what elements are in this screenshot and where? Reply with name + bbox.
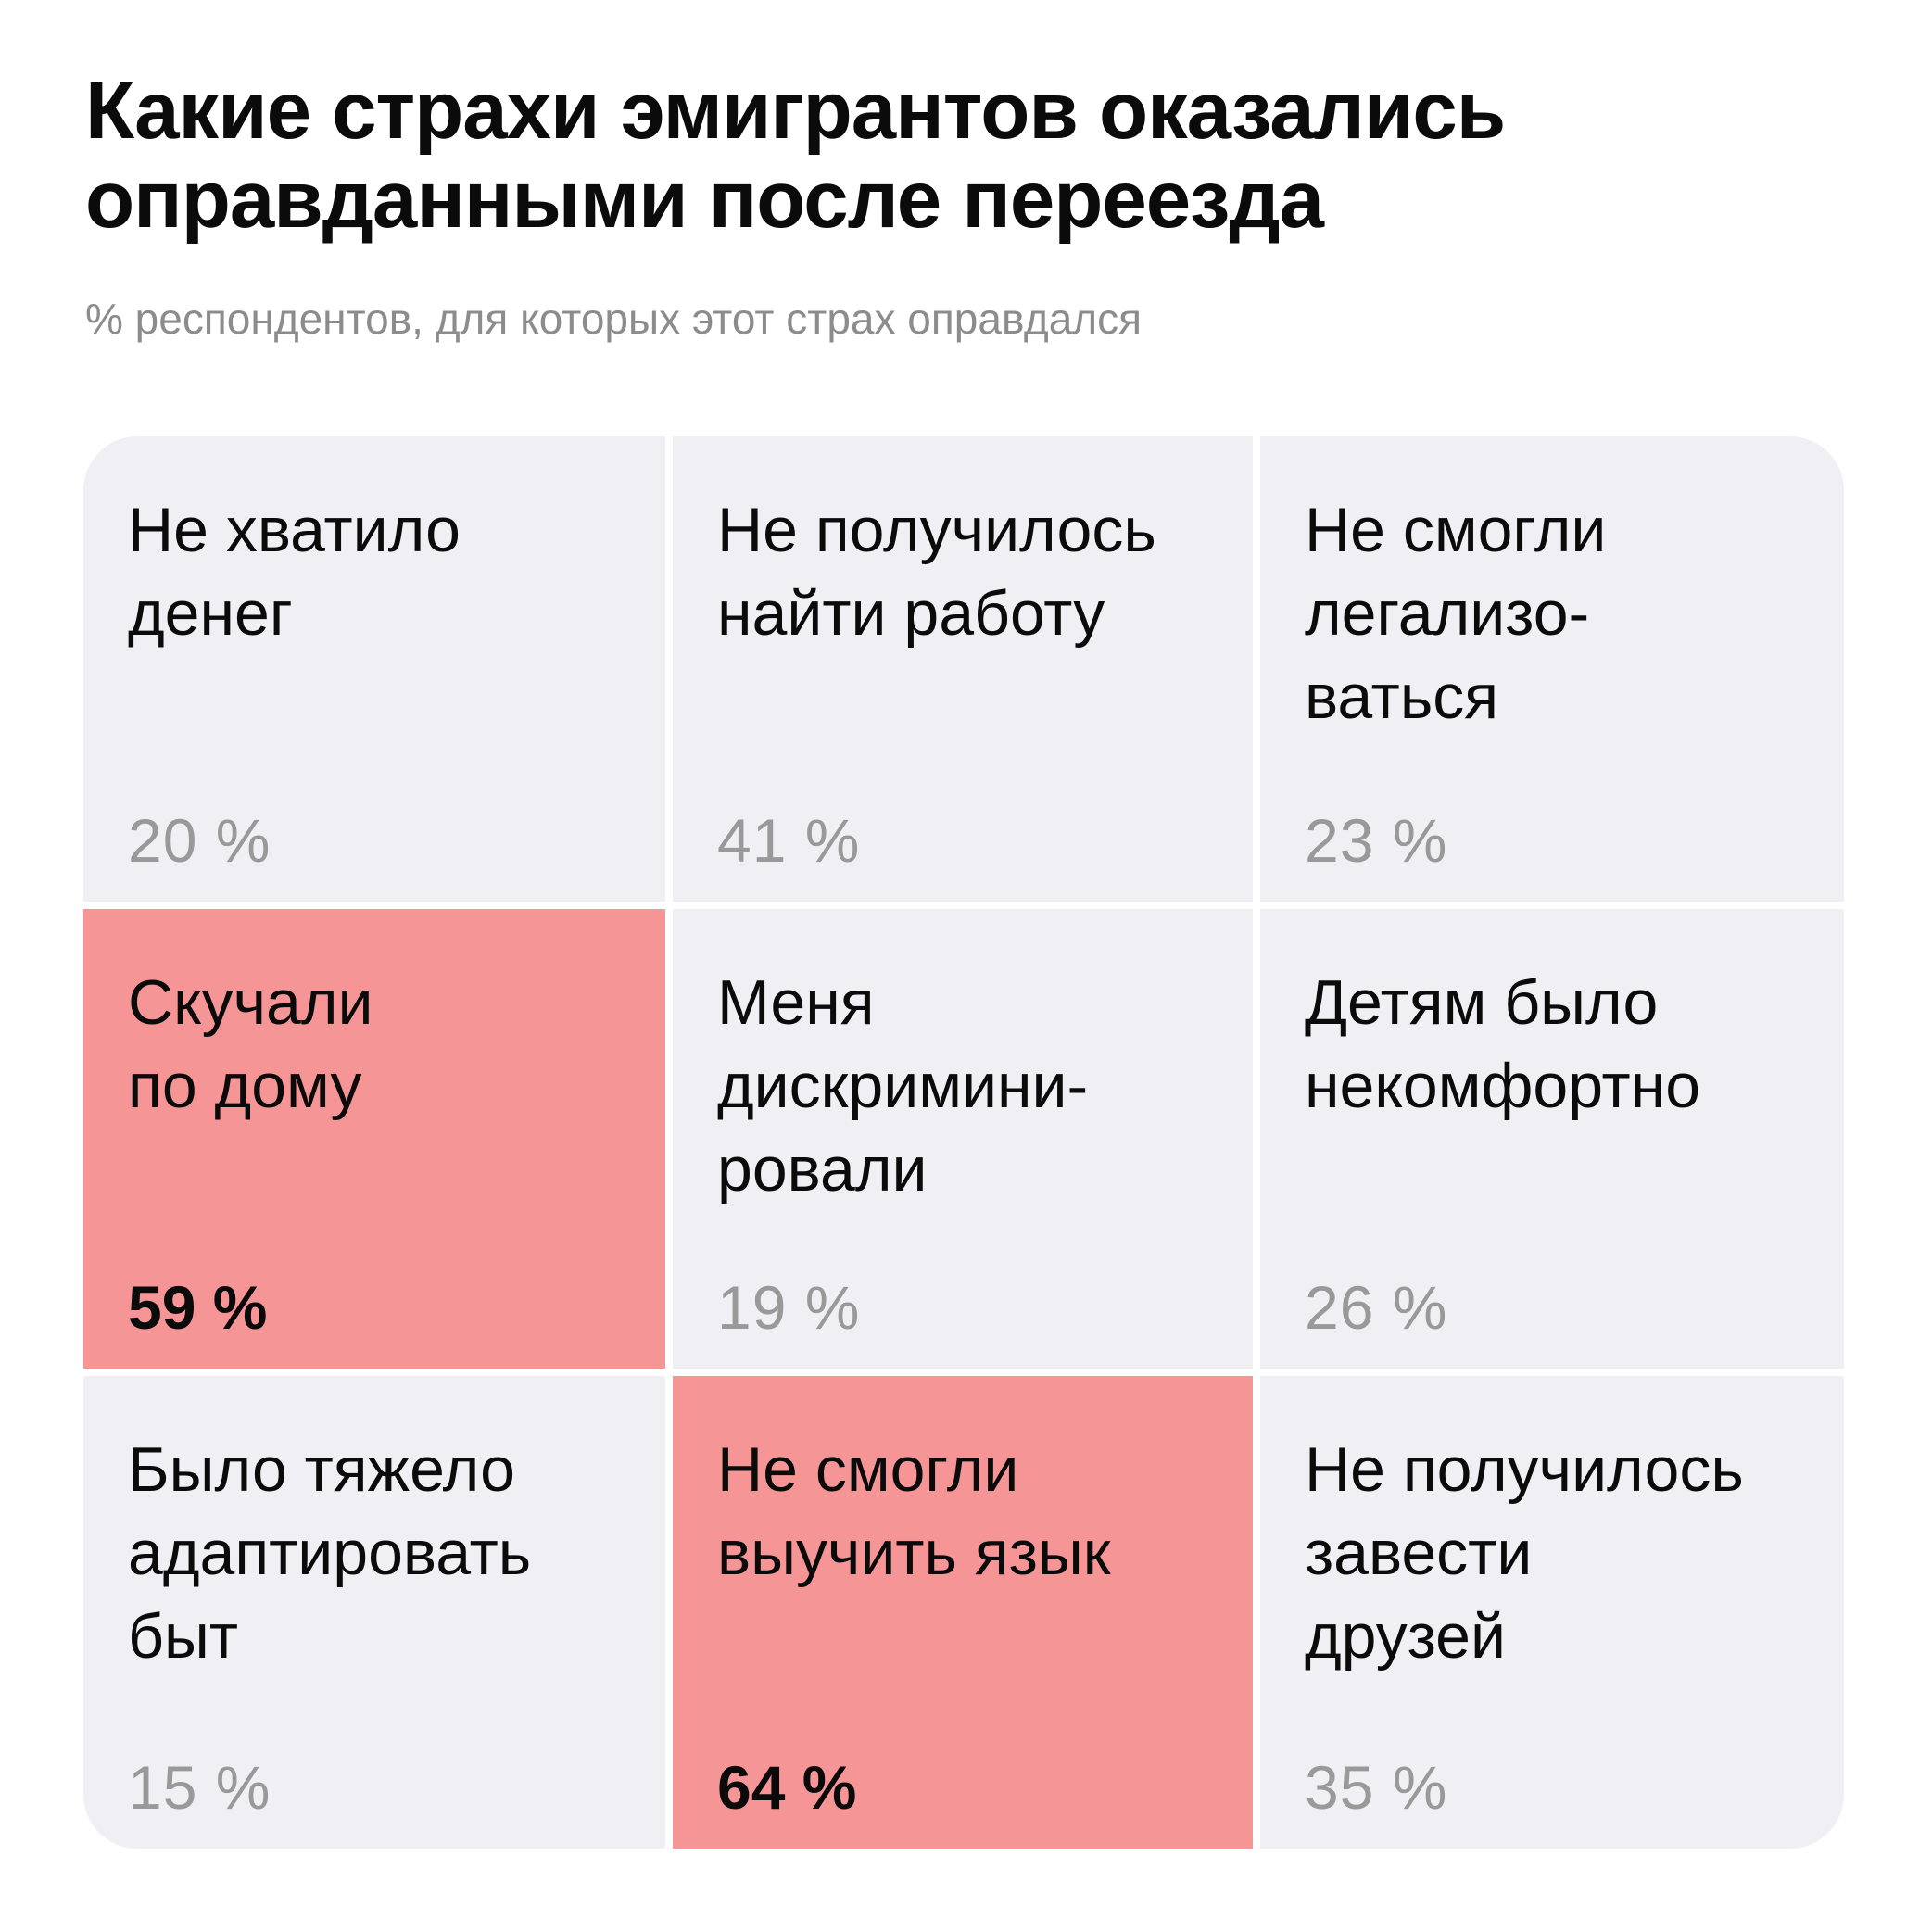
fear-cell-discrimination: Меня дискримини- ровали 19 % (673, 909, 1253, 1369)
fear-cell-language: Не смогли выучить язык 64 % (673, 1376, 1253, 1849)
fear-cell-children: Детям было некомфортно 26 % (1260, 909, 1844, 1369)
fear-label: Не получилось завести друзей (1305, 1434, 1744, 1672)
fear-label: Было тяжело адаптировать быт (128, 1434, 532, 1672)
fear-label: Не хватило денег (128, 495, 461, 649)
fear-percent: 35 % (1305, 1753, 1448, 1822)
fear-cell-friends: Не получилось завести друзей 35 % (1260, 1376, 1844, 1849)
chart-subtitle: % респондентов, для которых этот страх о… (85, 295, 1143, 343)
fear-label: Детям было некомфортно (1305, 967, 1701, 1121)
fear-cell-legalization: Не смогли легализо- ваться 23 % (1260, 436, 1844, 902)
fear-cell-job: Не получилось найти работу 41 % (673, 436, 1253, 902)
fear-percent: 41 % (717, 806, 861, 875)
fears-grid: Не хватило денег 20 % Не получилось найт… (83, 436, 1844, 1849)
fear-cell-homesick: Скучали по дому 59 % (83, 909, 665, 1369)
fear-percent: 19 % (717, 1273, 861, 1342)
fear-cell-daily-life: Было тяжело адаптировать быт 15 % (83, 1376, 665, 1849)
fear-label: Не смогли легализо- ваться (1305, 495, 1607, 732)
fear-label: Не получилось найти работу (717, 495, 1156, 649)
fear-percent: 23 % (1305, 806, 1448, 875)
fear-label: Не смогли выучить язык (717, 1434, 1111, 1588)
fear-percent: 15 % (128, 1753, 271, 1822)
fear-percent: 26 % (1305, 1273, 1448, 1342)
fear-label: Меня дискримини- ровали (717, 967, 1089, 1205)
chart-title: Какие страхи эмигрантов оказались оправд… (85, 66, 1506, 245)
fear-percent: 20 % (128, 806, 271, 875)
fear-cell-money: Не хватило денег 20 % (83, 436, 665, 902)
fear-percent: 64 % (717, 1753, 857, 1822)
fear-label: Скучали по дому (128, 967, 373, 1121)
fear-percent: 59 % (128, 1273, 268, 1342)
